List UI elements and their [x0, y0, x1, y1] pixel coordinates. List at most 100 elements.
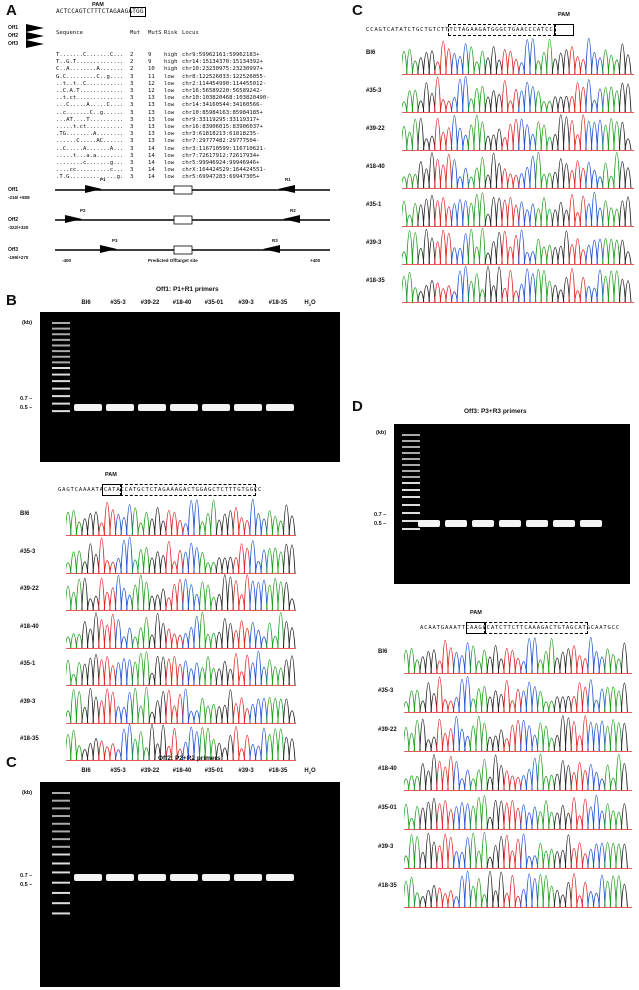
- kb-label-c: (kb): [22, 790, 33, 796]
- cell-locus: chr7:72617912:72617934+: [182, 152, 260, 159]
- c-lane-label: #18-40: [172, 768, 192, 774]
- ladder-band: [52, 822, 70, 825]
- c-lane-label: H2O: [304, 768, 316, 776]
- cell-risk: low: [164, 167, 175, 174]
- c-lane-label: #35-01: [204, 768, 224, 774]
- cell-risk: low: [164, 95, 175, 102]
- ladder-band: [52, 373, 70, 376]
- panel-a-letter: A: [6, 2, 17, 19]
- ladder-band: [402, 470, 420, 472]
- cell-locus: chr3:116710599:116710621-: [182, 145, 267, 152]
- cell-mut: 3: [130, 80, 134, 87]
- off3-range: -199/+270: [8, 255, 29, 260]
- ladder-band: [402, 434, 420, 436]
- header-muts: MutS: [148, 30, 162, 37]
- c-trace-label: #39-3: [366, 240, 382, 246]
- cell-muts: 13: [148, 95, 155, 102]
- c-chromatogram: [402, 114, 634, 151]
- cell-locus: chr9:59962161:59962183+: [182, 52, 260, 59]
- pam-box-d: [466, 622, 486, 634]
- table-row: T.......C.......C... 2 9 high chr9:59962161:…: [56, 52, 292, 59]
- cell-seq: .....t...a.a........: [56, 152, 124, 159]
- pam-box-a: [130, 7, 146, 17]
- header-risk: Risk: [164, 30, 178, 37]
- cell-locus: chr16:83906015:83906037+: [182, 124, 263, 131]
- table-row: ...AT....T.......... 3 13 low chr9:33119295:…: [56, 117, 292, 124]
- ladder-band: [402, 446, 420, 448]
- c-trace-label: #18-40: [366, 164, 385, 170]
- cell-muts: 14: [148, 152, 155, 159]
- d-chromatogram: [404, 715, 632, 752]
- c-chromatogram: [402, 76, 634, 113]
- kb07-b: 0.7 –: [20, 396, 33, 402]
- ladder-band: [52, 355, 70, 358]
- ladder-band: [402, 452, 420, 454]
- table-row: G.C.........C..g.... 3 11 low chr8:122526033…: [56, 74, 292, 81]
- seq-c: CCAGTCATATCTGCTGTCTTTCTAGAAGATGGGCTGAACC…: [366, 27, 554, 33]
- table-row: .T.G..............g. 3 14 low chr5:69947283:…: [56, 174, 292, 181]
- off2-range: -322/+320: [8, 225, 29, 230]
- ladder-band: [52, 830, 70, 833]
- b-chromatogram: [66, 686, 296, 724]
- kb07-c: 0.7 –: [20, 873, 33, 879]
- ladder-band: [52, 792, 70, 794]
- table-row: ..t.ct.............. 3 13 low chr10:10382046…: [56, 95, 292, 102]
- cell-risk: low: [164, 102, 175, 109]
- cell-mut: 3: [130, 116, 134, 123]
- ladder-band: [52, 871, 70, 874]
- cell-mut: 3: [130, 95, 134, 102]
- cell-risk: low: [164, 124, 175, 131]
- cell-seq: .T.G..............g.: [56, 174, 124, 181]
- b-chromatogram: [66, 536, 296, 574]
- ladder-band: [402, 482, 420, 484]
- kb07-d: 0.7 –: [374, 512, 387, 518]
- gel-c: [40, 782, 340, 987]
- seq-d: ACAATGAAATTCAAGCCATCTTCTTCAAAGACTGTAGCAT…: [420, 625, 621, 631]
- ladder-band: [52, 380, 70, 383]
- c-lane-label: #39-3: [238, 768, 254, 774]
- cell-muts: 9: [148, 52, 152, 59]
- gel-band: [266, 404, 294, 411]
- off3-rev-primer: R3: [272, 238, 278, 243]
- gel-band: [553, 520, 575, 527]
- d-chromatogram: [404, 753, 632, 791]
- cell-seq: ..t..t..C...........: [56, 80, 124, 87]
- ref-sequence: ACTCCAGTCTTTCTAGAAGATGG: [56, 8, 144, 15]
- gel-band: [138, 874, 166, 881]
- cell-muts: 10: [148, 66, 155, 73]
- cell-risk: low: [164, 131, 175, 138]
- cell-risk: low: [164, 174, 175, 181]
- cell-risk: low: [164, 138, 175, 145]
- cell-mut: 3: [130, 152, 134, 159]
- c-chromatogram: [402, 37, 634, 75]
- cell-mut: 3: [130, 160, 134, 167]
- off1-rev-primer: R1: [285, 177, 291, 182]
- cell-locus: chr10:103820468:103820490-: [182, 95, 270, 102]
- header-mut: Mut: [130, 30, 141, 37]
- ladder-band: [52, 799, 70, 802]
- cell-muts: 13: [148, 102, 155, 109]
- cell-seq: T..G.T..............: [56, 59, 124, 66]
- cell-muts: 13: [148, 131, 155, 138]
- ladder-band: [52, 862, 70, 865]
- off2-name: Off2: [8, 217, 18, 223]
- panel-b-letter: B: [6, 292, 17, 309]
- cell-mut: 3: [130, 102, 134, 109]
- ladder-band: [52, 367, 70, 369]
- ladder-band: [52, 344, 70, 347]
- d-chromatogram: [404, 870, 632, 908]
- b-trace-label: #18-35: [20, 736, 39, 742]
- target-box-b: [120, 484, 256, 496]
- header-locus: Locus: [182, 30, 199, 37]
- gel-b: [40, 312, 340, 462]
- cell-seq: ......C.....AC......: [56, 138, 124, 145]
- kb05-c: 0.5 –: [20, 882, 33, 888]
- c-chromatogram: [402, 265, 634, 303]
- table-row: .....t.ct........... 3 13 low chr16:83906015…: [56, 124, 292, 131]
- cell-mut: 3: [130, 174, 134, 181]
- c-lane-label: #39-22: [140, 768, 160, 774]
- ladder-band: [52, 322, 70, 324]
- b-chromatogram: [66, 574, 296, 611]
- gel-band: [106, 874, 134, 881]
- b-chromatogram: [66, 723, 296, 761]
